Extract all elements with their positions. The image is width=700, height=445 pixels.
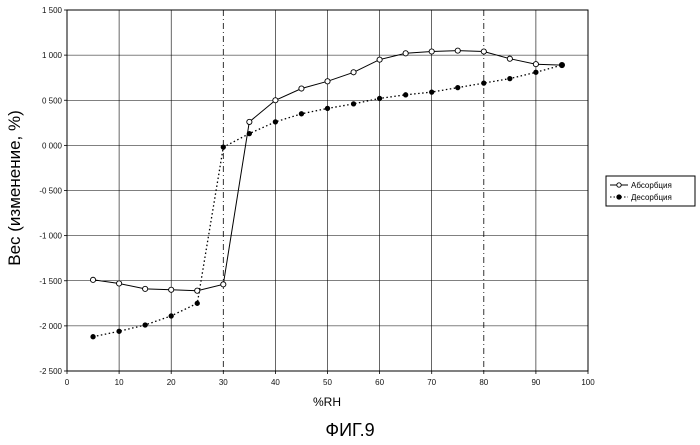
data-point xyxy=(221,145,225,149)
y-tick-label: 1 500 xyxy=(42,6,63,15)
data-point xyxy=(325,79,330,84)
x-axis-label: %RH xyxy=(313,395,341,409)
data-point xyxy=(560,63,564,67)
x-tick-label: 90 xyxy=(531,378,540,387)
y-tick-label: 1 000 xyxy=(42,51,63,60)
data-point xyxy=(456,85,460,89)
data-point xyxy=(430,90,434,94)
data-point xyxy=(351,70,356,75)
x-tick-label: 30 xyxy=(219,378,228,387)
y-tick-label: 0 500 xyxy=(42,96,63,105)
y-tick-label: -1 000 xyxy=(39,232,62,241)
x-tick-label: 50 xyxy=(323,378,332,387)
x-tick-label: 60 xyxy=(375,378,384,387)
data-point xyxy=(403,51,408,56)
legend-marker xyxy=(617,183,621,187)
data-point xyxy=(273,120,277,124)
data-point xyxy=(221,282,226,287)
legend-label: Десорбция xyxy=(631,193,672,202)
data-point xyxy=(299,112,303,116)
data-point xyxy=(117,329,121,333)
data-point xyxy=(117,281,122,286)
data-point xyxy=(299,86,304,91)
data-point xyxy=(169,287,174,292)
y-tick-label: -1 500 xyxy=(39,277,62,286)
data-point xyxy=(507,56,512,61)
x-tick-label: 80 xyxy=(479,378,488,387)
legend-label: Абсорбция xyxy=(631,181,672,190)
x-tick-label: 70 xyxy=(427,378,436,387)
x-tick-label: 20 xyxy=(167,378,176,387)
y-axis-label: Вес (изменение, %) xyxy=(5,110,24,266)
figure-caption: ФИГ.9 xyxy=(325,420,374,440)
x-tick-label: 100 xyxy=(581,378,595,387)
data-point xyxy=(143,323,147,327)
y-tick-label: 0 000 xyxy=(42,141,63,150)
data-point xyxy=(247,119,252,124)
data-point xyxy=(508,76,512,80)
y-tick-label: -0 500 xyxy=(39,187,62,196)
data-point xyxy=(195,301,199,305)
data-point xyxy=(534,70,538,74)
legend: Абсорбция Десорбция xyxy=(606,176,695,206)
data-point xyxy=(481,49,486,54)
data-point xyxy=(91,335,95,339)
data-point xyxy=(325,106,329,110)
data-point xyxy=(403,93,407,97)
data-point xyxy=(273,98,278,103)
x-tick-label: 10 xyxy=(115,378,124,387)
y-tick-label: -2 500 xyxy=(39,367,62,376)
data-point xyxy=(482,81,486,85)
legend-marker xyxy=(617,195,621,199)
y-tick-label: -2 000 xyxy=(39,322,62,331)
data-point xyxy=(455,48,460,53)
data-point xyxy=(351,102,355,106)
data-point xyxy=(377,57,382,62)
data-point xyxy=(533,62,538,67)
data-point xyxy=(429,49,434,54)
x-tick-label: 40 xyxy=(271,378,280,387)
data-point xyxy=(143,286,148,291)
data-point xyxy=(169,314,173,318)
data-point xyxy=(377,96,381,100)
x-tick-label: 0 xyxy=(65,378,70,387)
data-point xyxy=(90,277,95,282)
data-point xyxy=(247,131,251,135)
